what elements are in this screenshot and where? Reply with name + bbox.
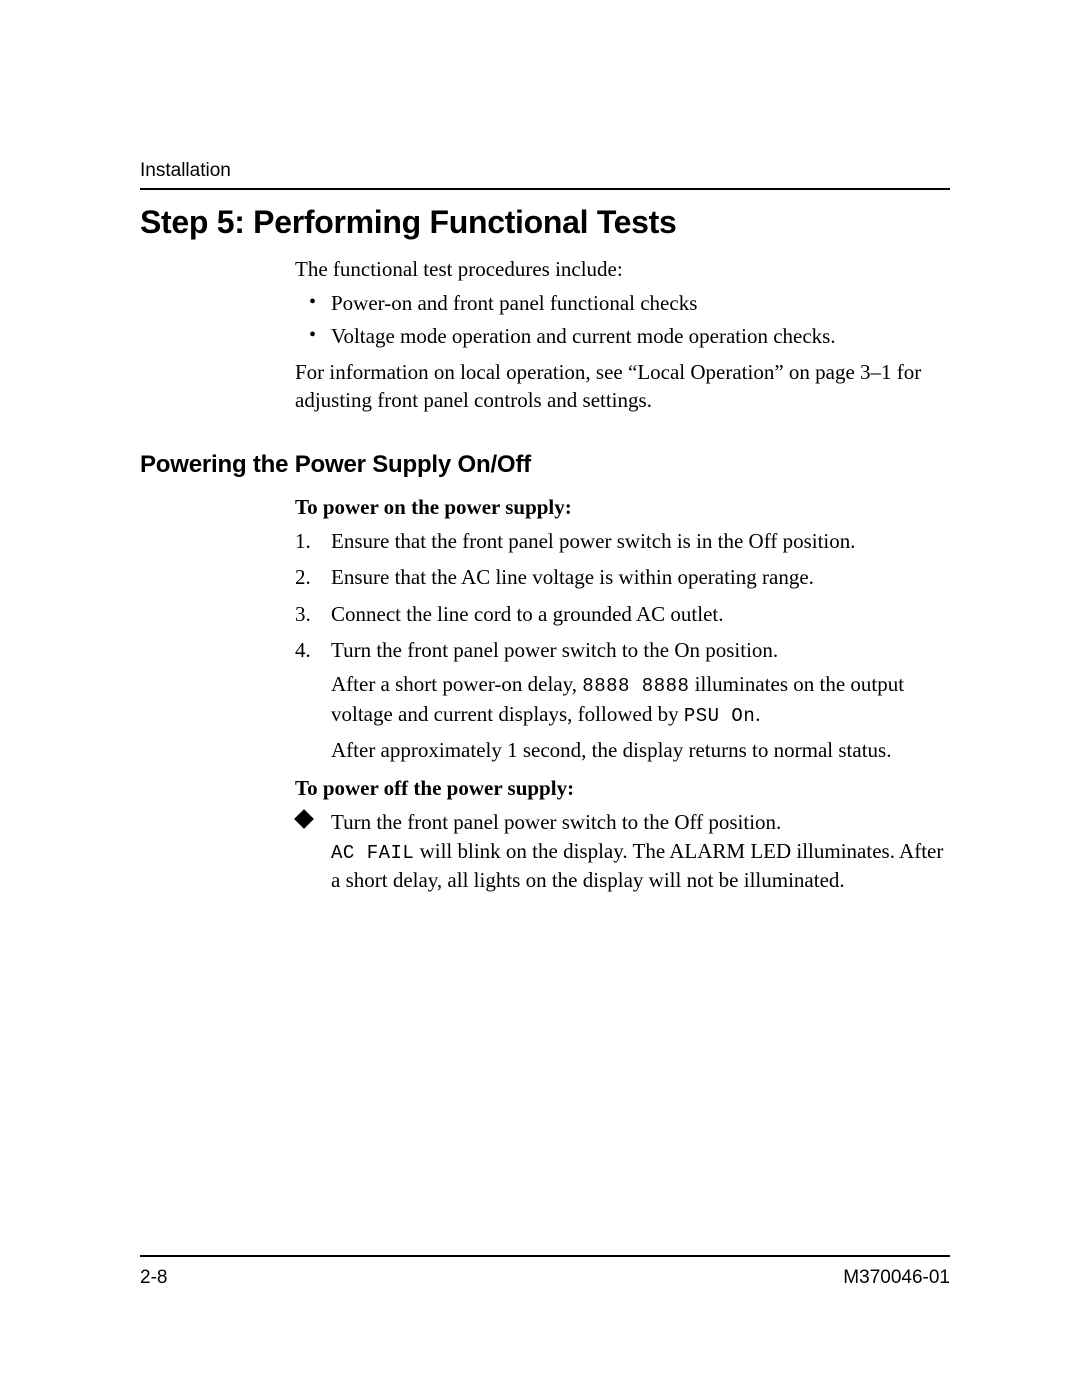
page-footer: 2-8 M370046-01 [140, 1255, 950, 1289]
intro-bullets: Power-on and front panel functional chec… [295, 289, 950, 350]
step-item: Connect the line cord to a grounded AC o… [295, 600, 950, 628]
display-code: AC FAIL [331, 842, 414, 864]
power-on-steps: Ensure that the front panel power switch… [295, 527, 950, 764]
step-continuation: After approximately 1 second, the displa… [331, 736, 950, 764]
power-on-block: To power on the power supply: Ensure tha… [295, 493, 950, 895]
footer-row: 2-8 M370046-01 [140, 1267, 950, 1289]
step-item: Ensure that the AC line voltage is withi… [295, 563, 950, 591]
step-text: Ensure that the front panel power switch… [331, 529, 856, 553]
diamond-icon [294, 810, 314, 830]
intro-bullet: Power-on and front panel functional chec… [295, 289, 950, 317]
power-off-list: Turn the front panel power switch to the… [295, 808, 950, 894]
display-code: 8888 8888 [582, 675, 689, 697]
section-label: Installation [140, 160, 950, 182]
intro-note: For information on local operation, see … [295, 358, 950, 415]
intro-lead: The functional test procedures include: [295, 255, 950, 283]
intro-block: The functional test procedures include: … [295, 255, 950, 415]
step-text: Connect the line cord to a grounded AC o… [331, 602, 724, 626]
power-off-continuation: AC FAIL will blink on the display. The A… [331, 837, 950, 895]
step-item: Ensure that the front panel power switch… [295, 527, 950, 555]
step-text: Turn the front panel power switch to the… [331, 638, 778, 662]
power-off-cont-text: will blink on the display. The ALARM LED… [331, 839, 943, 893]
intro-bullet: Voltage mode operation and current mode … [295, 322, 950, 350]
page-title: Step 5: Performing Functional Tests [140, 204, 950, 241]
power-off-lede: To power off the power supply: [295, 774, 950, 802]
step-cont-text: . [755, 702, 760, 726]
display-code: PSU On [684, 705, 755, 727]
page-number: 2-8 [140, 1267, 167, 1289]
header-rule [140, 188, 950, 190]
footer-rule [140, 1255, 950, 1257]
step-item: Turn the front panel power switch to the… [295, 636, 950, 764]
step-text: Ensure that the AC line voltage is withi… [331, 565, 814, 589]
power-off-text: Turn the front panel power switch to the… [331, 810, 781, 834]
subsection-title: Powering the Power Supply On/Off [140, 451, 950, 479]
step-continuation: After a short power-on delay, 8888 8888 … [331, 670, 950, 729]
document-id: M370046-01 [843, 1267, 950, 1289]
step-cont-text: After a short power-on delay, [331, 672, 582, 696]
power-off-item: Turn the front panel power switch to the… [295, 808, 950, 894]
power-on-lede: To power on the power supply: [295, 493, 950, 521]
page: Installation Step 5: Performing Function… [0, 0, 1080, 1397]
